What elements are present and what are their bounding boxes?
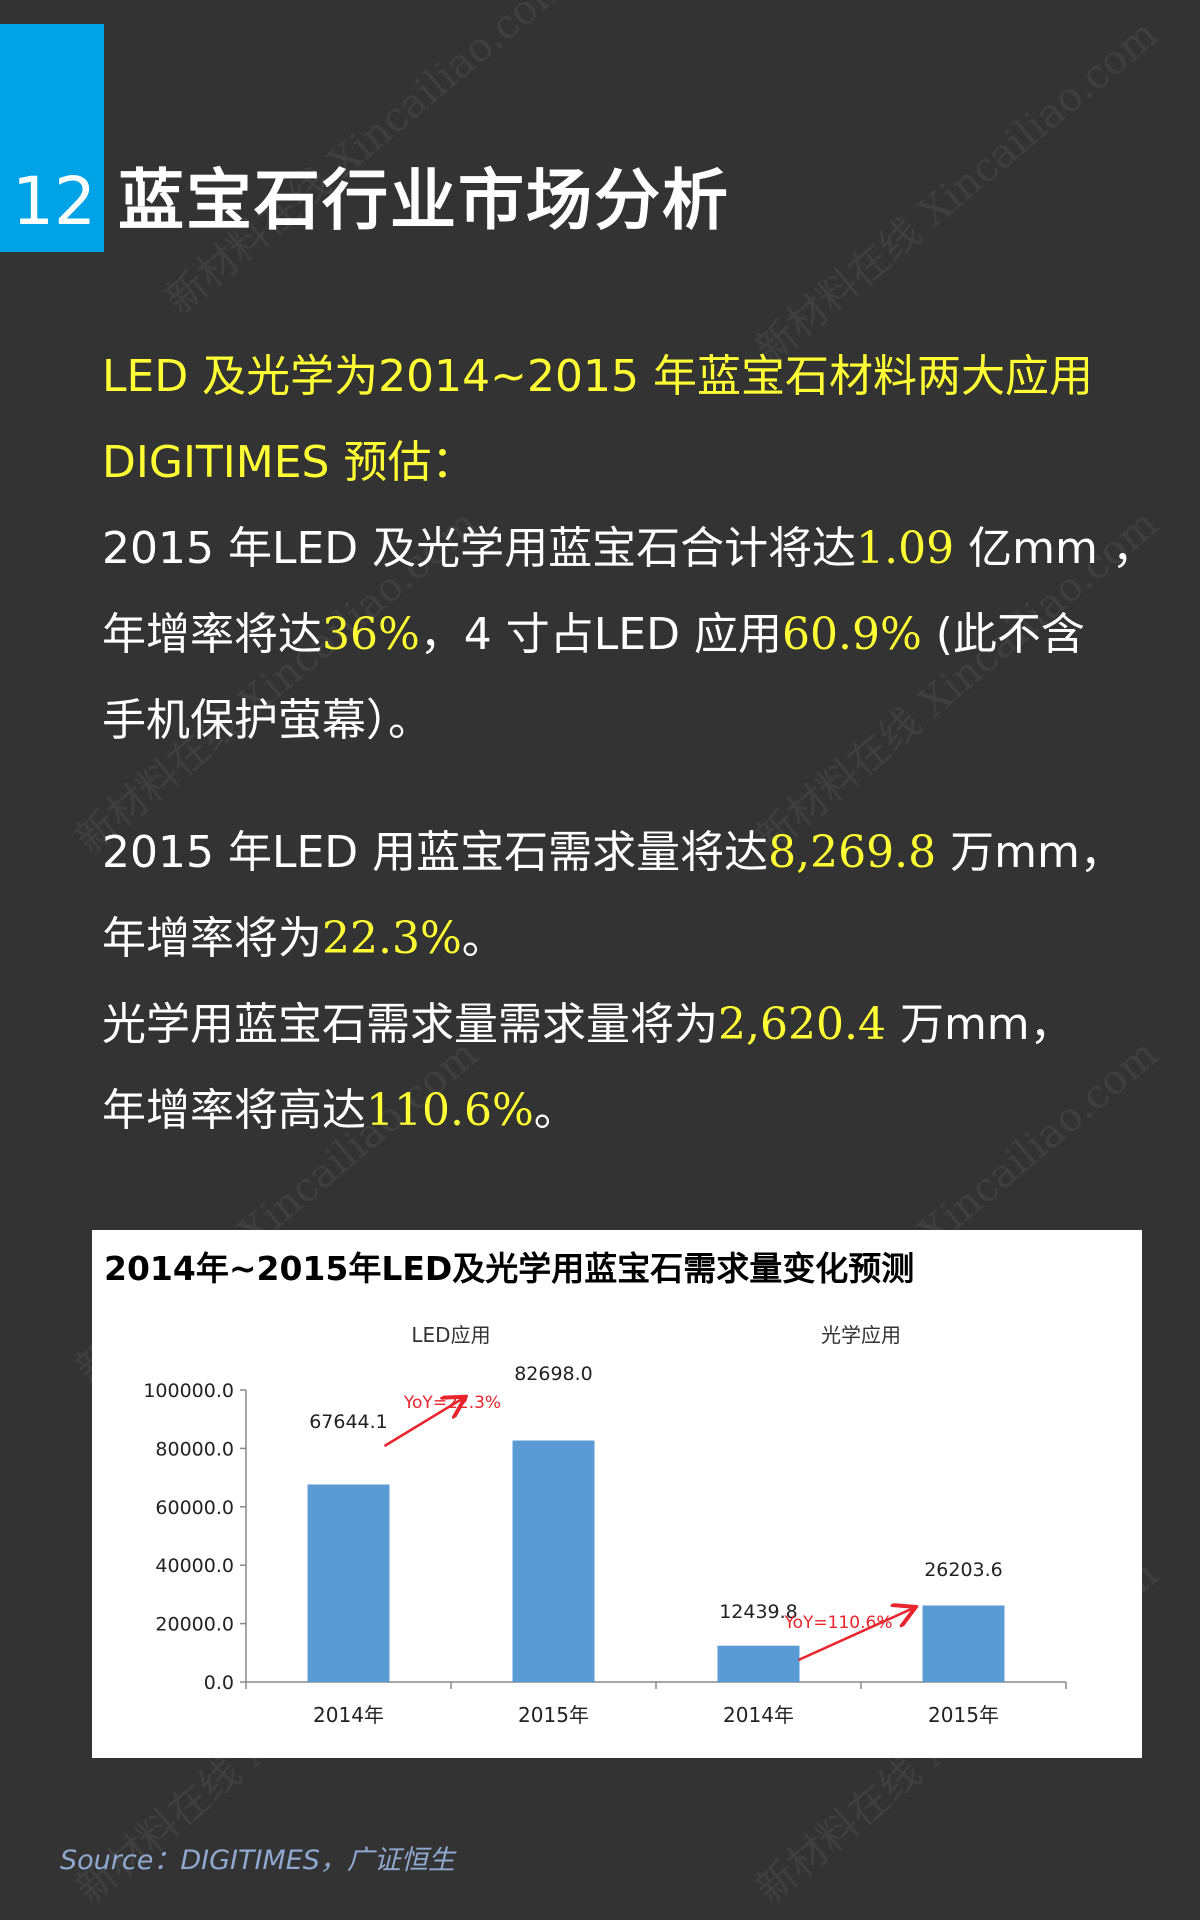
x-tick-label: 2014年 <box>723 1703 794 1727</box>
p2-text: 2015 年LED 用蓝宝石需求量将达 <box>102 827 769 878</box>
intro-line-1: LED 及光学为2014~2015 年蓝宝石材料两大应用 <box>102 351 1093 402</box>
chart-title: 2014年~2015年LED及光学用蓝宝石需求量变化预测 <box>104 1249 915 1288</box>
p1-value-share: 60.9% <box>781 609 922 660</box>
p2-line-2: 年增率将为22.3%。 <box>102 896 1182 982</box>
section-number-badge <box>0 24 104 252</box>
p1-text: 亿mm ， <box>954 523 1156 574</box>
y-tick-label: 80000.0 <box>155 1438 234 1460</box>
x-tick-label: 2014年 <box>313 1703 384 1727</box>
p2-value-led: 8,269.8 <box>768 827 937 878</box>
p2-text: 。 <box>461 913 506 964</box>
p1-text: ，4 寸占LED 应用 <box>419 609 782 660</box>
p2-text: 万mm， <box>936 827 1124 878</box>
paragraph-2: 2015 年LED 用蓝宝石需求量将达8,269.8 万mm， 年增率将为22.… <box>102 810 1182 1154</box>
p2-text: 。 <box>533 1085 578 1136</box>
chart-panel: 2014年~2015年LED及光学用蓝宝石需求量变化预测 0.0 20000.0 4… <box>92 1230 1142 1758</box>
group-label: LED应用 <box>411 1323 490 1347</box>
bar <box>307 1484 390 1682</box>
p1-line-3: 手机保护萤幕）。 <box>102 695 432 746</box>
x-tick-label: 2015年 <box>518 1703 589 1727</box>
p1-line-1: 2015 年LED 及光学用蓝宝石合计将达1.09 亿mm ， <box>102 506 1182 592</box>
bar <box>922 1605 1005 1682</box>
section-number: 12 <box>12 163 96 240</box>
p1-value-total: 1.09 <box>856 523 955 574</box>
page-title: 蓝宝石行业市场分析 <box>118 162 730 239</box>
group-label: 光学应用 <box>821 1323 901 1347</box>
y-tick-label: 100000.0 <box>143 1380 234 1402</box>
p2-text: 万mm， <box>885 999 1074 1050</box>
p2-text: 年增率将高达 <box>102 1085 366 1136</box>
p2-value-optical-growth: 110.6% <box>366 1085 534 1136</box>
intro-line-2: DIGITIMES 预估： <box>102 437 476 488</box>
source-note: Source：DIGITIMES，广证恒生 <box>60 1845 455 1876</box>
p1-line-2: 年增率将达36%，4 寸占LED 应用60.9% (此不含 <box>102 592 1182 678</box>
watermark: 新材料在线 Xincailiao.com <box>747 10 1167 374</box>
data-label: 12439.8 <box>719 1601 798 1623</box>
y-tick-label: 20000.0 <box>155 1614 234 1636</box>
p2-line-1: 2015 年LED 用蓝宝石需求量将达8,269.8 万mm， <box>102 810 1182 896</box>
paragraph-1: 2015 年LED 及光学用蓝宝石合计将达1.09 亿mm ， 年增率将达36%… <box>102 506 1182 764</box>
yoy-label: YoY=22.3% <box>403 1393 501 1413</box>
bar <box>717 1645 800 1682</box>
p2-line-3: 光学用蓝宝石需求量需求量将为2,620.4 万mm， <box>102 982 1182 1068</box>
p1-value-growth: 36% <box>322 609 420 660</box>
yoy-label: YoY=110.6% <box>784 1613 893 1633</box>
p1-text: (此不含 <box>921 609 1085 660</box>
data-label: 82698.0 <box>514 1363 593 1385</box>
y-tick-label: 40000.0 <box>155 1555 234 1577</box>
p1-text: 年增率将达 <box>102 609 322 660</box>
p1-text: 2015 年LED 及光学用蓝宝石合计将达 <box>102 523 857 574</box>
p2-value-optical: 2,620.4 <box>718 999 886 1050</box>
y-tick-label: 0.0 <box>204 1672 234 1694</box>
intro-block: LED 及光学为2014~2015 年蓝宝石材料两大应用 DIGITIMES 预… <box>102 334 1182 506</box>
p2-value-led-growth: 22.3% <box>322 913 462 964</box>
x-tick-label: 2015年 <box>928 1703 999 1727</box>
bar <box>512 1440 595 1682</box>
y-tick-label: 60000.0 <box>155 1497 234 1519</box>
bar-chart: 0.0 20000.0 40000.0 60000.0 80000.0 100000.0 2… <box>143 1323 1067 1727</box>
data-label: 67644.1 <box>309 1411 388 1433</box>
p2-line-4: 年增率将高达110.6%。 <box>102 1068 1182 1154</box>
p2-text: 光学用蓝宝石需求量需求量将为 <box>102 999 718 1050</box>
yoy-arrow <box>797 1608 914 1662</box>
p2-text: 年增率将为 <box>102 913 322 964</box>
data-label: 26203.6 <box>924 1559 1003 1581</box>
yoy-arrow <box>383 1398 464 1448</box>
